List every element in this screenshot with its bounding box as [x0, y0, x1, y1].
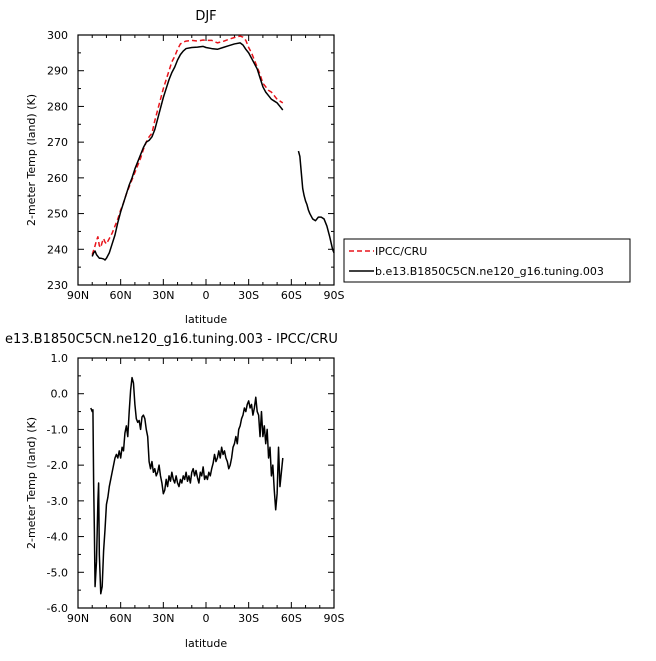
- x-tick-label: 60S: [281, 289, 302, 302]
- x-tick-label: 90N: [67, 289, 89, 302]
- x-tick-label: 60N: [110, 612, 132, 625]
- series-line-ipcc-cru: [91, 35, 284, 255]
- x-tick-label: 30N: [152, 289, 174, 302]
- x-tick-label: 60N: [110, 289, 132, 302]
- chart-title: e13.B1850C5CN.ne120_g16.tuning.003 - IPC…: [5, 332, 338, 347]
- y-tick-label: -3.0: [47, 495, 68, 508]
- y-tick-label: -4.0: [47, 531, 68, 544]
- y-tick-label: 230: [47, 279, 68, 292]
- y-tick-label: -5.0: [47, 566, 68, 579]
- bottom-panel: e13.B1850C5CN.ne120_g16.tuning.003 - IPC…: [5, 332, 345, 650]
- x-axis-ticks: 90N 60N 30N 0 30S 60S 90S: [67, 358, 345, 625]
- series-line-model: [91, 42, 284, 261]
- x-tick-label: 60S: [281, 612, 302, 625]
- y-tick-label: 240: [47, 243, 68, 256]
- x-axis-ticks: 90N 60N 30N 0 30S 60S 90S: [67, 35, 345, 302]
- y-tick-label: 0.0: [51, 388, 69, 401]
- x-tick-label: 30S: [238, 289, 259, 302]
- top-panel: DJF 90N 60N 30N 0 30S 60S 90S 2302402502602702…: [25, 9, 631, 326]
- y-tick-label: 1.0: [51, 352, 69, 365]
- y-axis-ticks: -6.0 -5.0 -4.0 -3.0 -2.0 -1.0 0.0 1.0: [47, 352, 334, 615]
- x-tick-label: 90S: [324, 612, 345, 625]
- x-tick-label: 90N: [67, 612, 89, 625]
- series-layer: [90, 376, 284, 595]
- x-tick-label: 0: [203, 289, 210, 302]
- x-tick-label: 30S: [238, 612, 259, 625]
- x-axis-label: latitude: [185, 637, 227, 650]
- y-axis-label: 2-meter Temp (land) (K): [25, 94, 38, 226]
- series-line-model: [90, 376, 284, 595]
- plot-frame: [77, 34, 335, 286]
- y-tick-label: -1.0: [47, 423, 68, 436]
- x-tick-label: 0: [203, 612, 210, 625]
- y-tick-label: 250: [47, 208, 68, 221]
- y-tick-label: 300: [47, 29, 68, 42]
- legend-box: [343, 238, 631, 283]
- chart-title: DJF: [195, 9, 216, 24]
- y-tick-label: 280: [47, 100, 68, 113]
- y-tick-label: 290: [47, 65, 68, 78]
- y-tick-label: 270: [47, 136, 68, 149]
- legend-label-model: b.e13.B1850C5CN.ne120_g16.tuning.003: [375, 265, 604, 278]
- plot-frame: [77, 357, 335, 609]
- y-tick-label: 260: [47, 172, 68, 185]
- y-tick-label: -6.0: [47, 602, 68, 615]
- x-tick-label: 30N: [152, 612, 174, 625]
- x-axis-label: latitude: [185, 313, 227, 326]
- series-layer: [91, 35, 335, 261]
- legend: IPCC/CRU b.e13.B1850C5CN.ne120_g16.tunin…: [343, 238, 631, 283]
- y-tick-label: -2.0: [47, 459, 68, 472]
- series-line-model: [297, 150, 335, 254]
- y-axis-label: 2-meter Temp (land) (K): [25, 417, 38, 549]
- x-tick-label: 90S: [324, 289, 345, 302]
- legend-label-ipcc: IPCC/CRU: [375, 245, 427, 258]
- y-axis-ticks: 230 240 250 260 270 280 290 300: [47, 29, 334, 292]
